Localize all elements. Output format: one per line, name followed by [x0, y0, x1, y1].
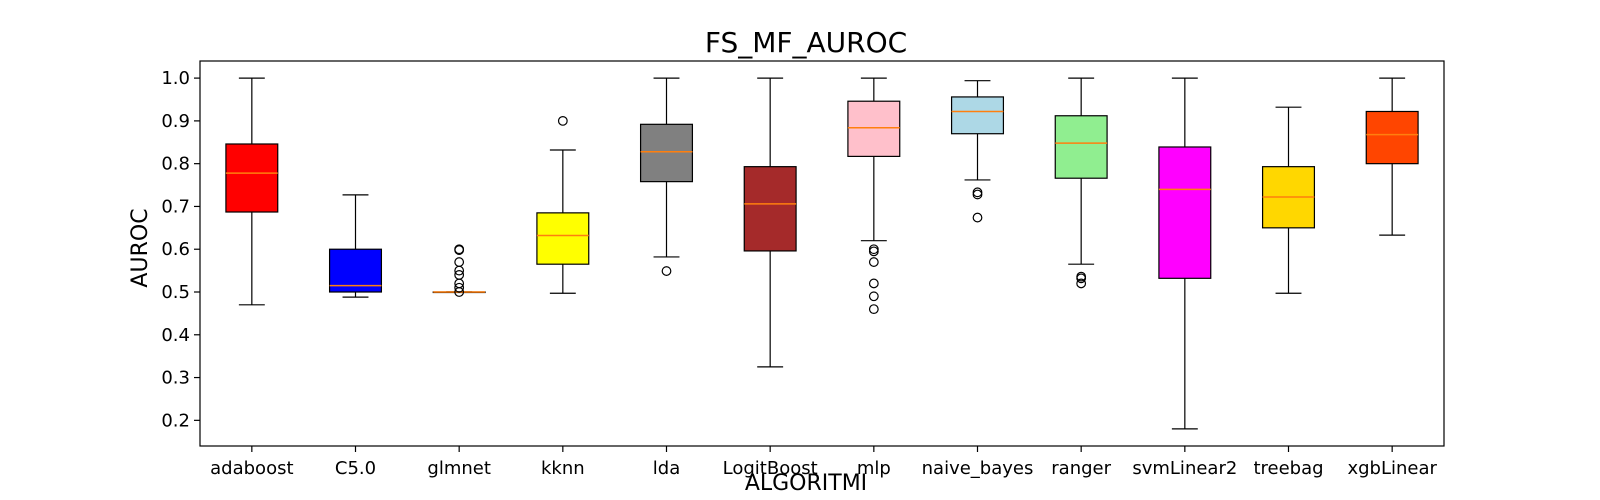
box-group-kknn [536, 115, 590, 294]
box-group-treebag [1261, 106, 1316, 294]
x-tick-label: ranger [1051, 458, 1111, 479]
box-group-lda [639, 77, 694, 276]
outlier-point [972, 189, 983, 200]
box [847, 100, 901, 157]
outlier-point [454, 257, 465, 267]
x-tick-label: naive_bayes [922, 458, 1034, 479]
y-tick-label: 0.4 [161, 325, 190, 346]
outlier-point [661, 266, 672, 276]
outlier-point [1076, 273, 1087, 284]
box-group-glmnet [432, 244, 486, 297]
plot-frame [199, 60, 1445, 447]
x-tick-label: treebag [1253, 458, 1323, 479]
y-tick-label: 0.6 [161, 239, 190, 260]
box-group-adaboost [225, 77, 279, 306]
outlier-point [868, 291, 879, 302]
y-axis: 0.2 0.3 0.4 0.5 0.6 0.7 0.8 0.9 1.0 [161, 68, 200, 431]
box-group-ranger [1054, 77, 1108, 289]
box-group-naive_bayes [950, 80, 1005, 223]
y-tick-label: 1.0 [161, 68, 190, 89]
y-tick-label: 0.7 [161, 196, 190, 217]
y-axis-label: AUROC [128, 208, 153, 287]
outlier-point [454, 245, 465, 255]
box [743, 166, 797, 252]
outlier-point [868, 278, 879, 289]
x-tick-label: glmnet [427, 458, 491, 479]
x-axis: adaboost C5.0 glmnet kknn lda LogitBoost mlp na… [210, 446, 1437, 479]
box-group-C5.0 [328, 194, 383, 298]
y-tick-label: 0.2 [161, 410, 190, 431]
x-tick-label: LogitBoost [723, 458, 818, 479]
box [225, 143, 279, 213]
x-tick-label: mlp [857, 458, 891, 479]
chart-title: FS_MF_AUROC [705, 26, 907, 59]
x-axis-label: ALGORITMI [745, 471, 867, 496]
outlier-point [868, 257, 879, 267]
outlier-point [972, 187, 983, 198]
y-tick-label: 0.3 [161, 368, 190, 389]
outlier-point [1076, 278, 1087, 289]
box [950, 96, 1005, 135]
y-tick-label: 0.8 [161, 154, 190, 175]
box [536, 212, 590, 265]
x-tick-label: xgbLinear [1347, 458, 1437, 479]
outlier-point [868, 244, 879, 255]
x-tick-label: adaboost [210, 458, 293, 479]
outlier-point [557, 115, 568, 126]
outlier-point [868, 246, 879, 257]
y-tick-label: 0.5 [161, 282, 190, 303]
outlier-point [454, 282, 465, 293]
box-group-LogitBoost [743, 77, 797, 368]
box [1158, 146, 1212, 279]
box [639, 123, 694, 183]
x-tick-label: kknn [541, 458, 585, 479]
outlier-point [454, 265, 465, 276]
x-tick-label: C5.0 [335, 458, 376, 479]
outlier-point [868, 304, 879, 315]
box [1365, 110, 1419, 165]
x-tick-label: lda [653, 458, 680, 479]
box-group-mlp [847, 77, 901, 315]
box-group-svmLinear2 [1158, 77, 1212, 430]
outlier-point [972, 212, 983, 223]
y-tick-label: 0.9 [161, 111, 190, 132]
x-tick-label: svmLinear2 [1132, 458, 1237, 479]
box-group-xgbLinear [1365, 77, 1419, 236]
plot-area [199, 60, 1445, 447]
outlier-point [454, 287, 465, 297]
box [1054, 115, 1108, 179]
